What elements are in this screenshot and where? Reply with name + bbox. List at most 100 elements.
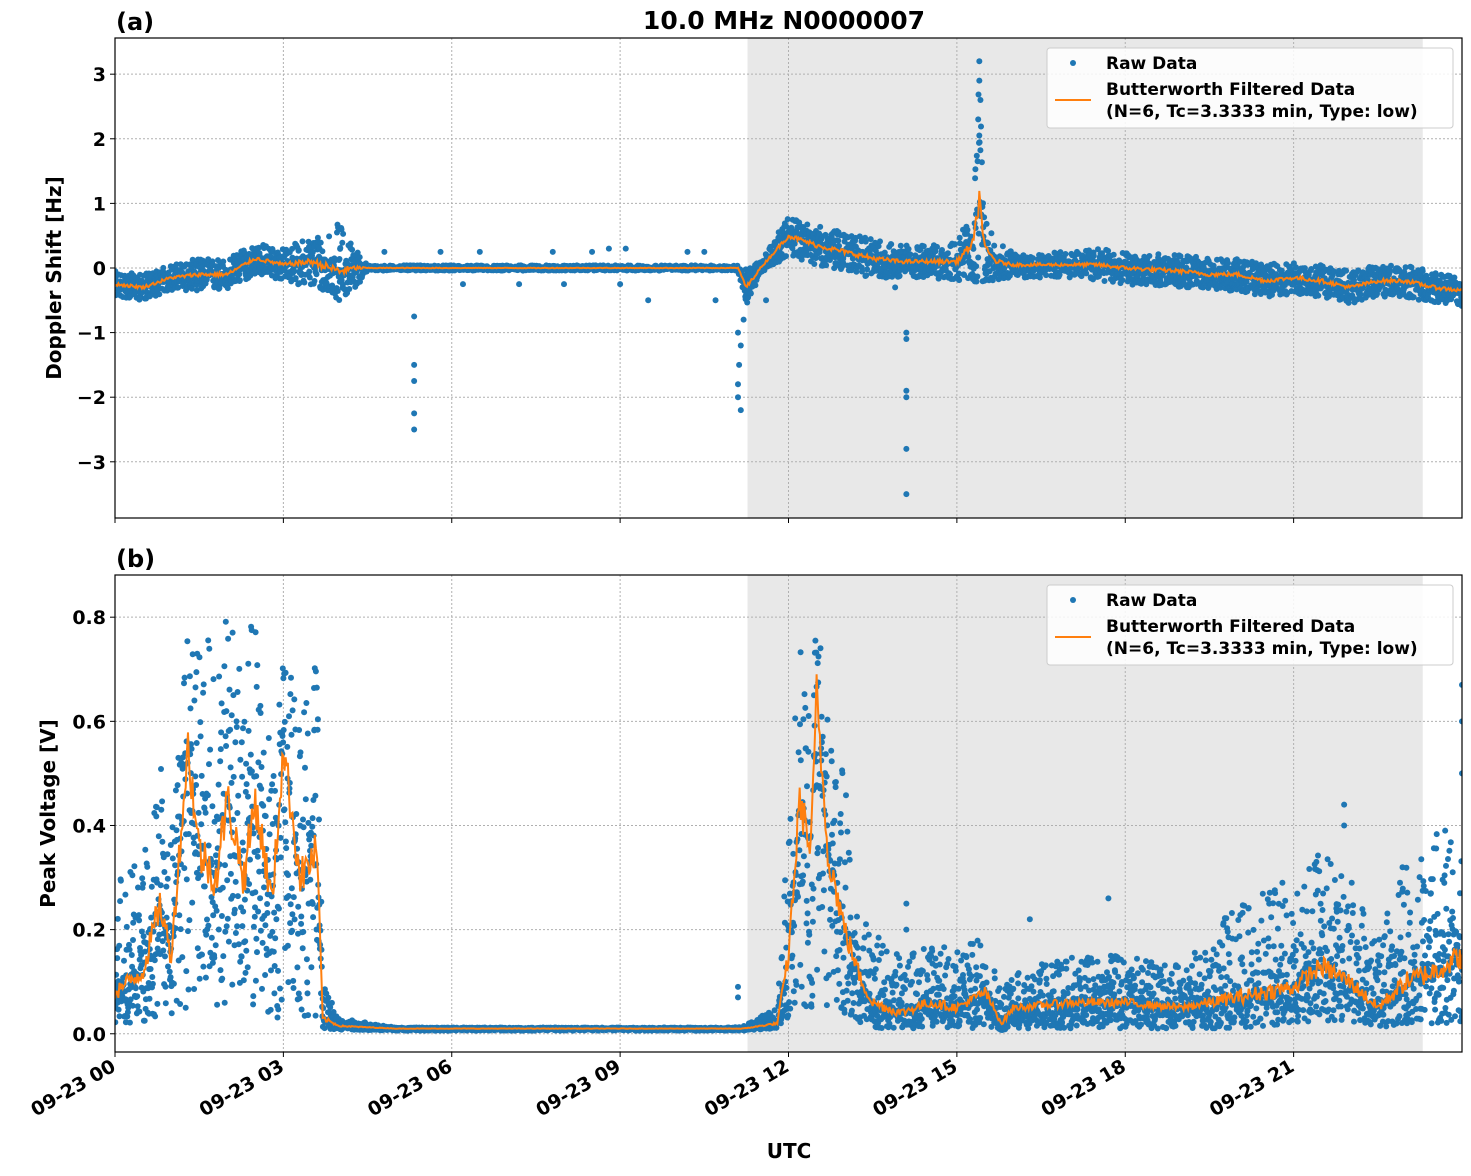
raw-data-point: [744, 300, 750, 306]
raw-data-point: [823, 262, 829, 268]
raw-data-outlier: [617, 281, 623, 287]
raw-data-point: [972, 175, 978, 181]
raw-data-outlier: [411, 313, 417, 319]
raw-data-point: [357, 254, 363, 260]
raw-data-point: [977, 147, 983, 153]
legend: Raw Data Butterworth Filtered Data(N=6, T…: [1047, 48, 1453, 128]
raw-data-point: [314, 271, 320, 277]
raw-data-point: [811, 261, 817, 267]
y-tick-label: −2: [77, 387, 106, 409]
raw-data-point: [1063, 251, 1069, 257]
raw-data-point: [752, 282, 758, 288]
raw-data-point: [135, 1003, 141, 1009]
panel-label: (a): [116, 8, 154, 36]
raw-data-point: [130, 937, 136, 943]
raw-data-point: [156, 291, 162, 297]
raw-data-point: [945, 250, 951, 256]
raw-data-point: [888, 241, 894, 247]
raw-data-point: [973, 263, 979, 269]
raw-data-point: [977, 139, 983, 145]
raw-data-point: [898, 243, 904, 249]
y-tick-label: 0: [93, 258, 106, 280]
raw-data-point: [1030, 255, 1036, 261]
raw-data-outlier: [741, 317, 747, 323]
raw-data-point: [1119, 277, 1125, 283]
raw-data-point: [1388, 263, 1394, 269]
raw-data-outlier: [411, 410, 417, 416]
y-tick-label: −1: [77, 323, 106, 345]
raw-data-point: [817, 224, 823, 230]
raw-data-point: [906, 246, 912, 252]
raw-data-point: [1387, 269, 1393, 275]
raw-data-outlier: [381, 249, 387, 255]
raw-data-point: [131, 863, 137, 869]
raw-data-outlier: [438, 249, 444, 255]
raw-data-outlier: [892, 284, 898, 290]
raw-data-point: [291, 268, 297, 274]
raw-data-outlier: [736, 362, 742, 368]
raw-data-outlier: [903, 394, 909, 400]
raw-data-point: [991, 243, 997, 249]
legend-raw-label: Raw Data: [1106, 54, 1197, 74]
raw-data-point: [984, 221, 990, 227]
raw-data-point: [1091, 253, 1097, 259]
raw-data-point: [134, 993, 140, 999]
raw-data-point: [952, 241, 958, 247]
legend-filtered-label: Butterworth Filtered Data: [1106, 80, 1355, 100]
raw-data-point: [939, 247, 945, 253]
raw-data-outlier: [606, 246, 612, 252]
raw-data-point: [337, 256, 343, 262]
raw-data-point: [976, 133, 982, 139]
raw-data-point: [1315, 293, 1321, 299]
raw-data-point: [804, 222, 810, 228]
raw-data-point: [835, 238, 841, 244]
raw-data-point: [116, 943, 122, 949]
raw-data-point: [921, 243, 927, 249]
raw-data-outlier: [460, 281, 466, 287]
raw-data-point: [237, 277, 243, 283]
raw-data-point: [296, 247, 302, 253]
raw-data-point: [974, 153, 980, 159]
raw-data-point: [1211, 263, 1217, 269]
raw-data-point: [340, 231, 346, 237]
raw-data-point: [1343, 268, 1349, 274]
raw-data-outlier: [977, 97, 983, 103]
raw-data-point: [337, 245, 343, 251]
raw-data-point: [127, 947, 133, 953]
raw-data-point: [877, 238, 883, 244]
raw-data-point: [319, 248, 325, 254]
raw-data-point: [748, 291, 754, 297]
raw-data-point: [130, 920, 136, 926]
raw-data-outlier: [903, 330, 909, 336]
raw-data-point: [349, 247, 355, 253]
raw-data-point: [1146, 253, 1152, 259]
raw-data-point: [974, 274, 980, 280]
raw-data-point: [1411, 294, 1417, 300]
raw-data-point: [129, 952, 135, 958]
raw-data-point: [129, 872, 135, 878]
raw-data-point: [783, 253, 789, 259]
raw-data-outlier: [735, 394, 741, 400]
raw-data-outlier: [645, 297, 651, 303]
raw-data-point: [956, 277, 962, 283]
raw-data-outlier: [477, 249, 483, 255]
raw-data-point: [1358, 292, 1364, 298]
raw-data-point: [220, 259, 226, 265]
raw-data-point: [1000, 243, 1006, 249]
raw-data-point: [117, 898, 123, 904]
raw-data-point: [116, 1007, 122, 1013]
raw-data-outlier: [975, 116, 981, 122]
raw-data-outlier: [561, 281, 567, 287]
raw-data-outlier: [903, 491, 909, 497]
raw-data-point: [974, 279, 980, 285]
legend-filtered-params: (N=6, Tc=3.3333 min, Type: low): [1106, 102, 1418, 122]
raw-data-outlier: [516, 281, 522, 287]
raw-data-point: [312, 278, 318, 284]
raw-data-point: [293, 275, 299, 281]
raw-data-point: [960, 259, 966, 265]
y-tick-label: 1: [93, 193, 106, 215]
raw-data-point: [336, 297, 342, 303]
y-tick-label: 2: [93, 129, 106, 151]
raw-data-outlier: [976, 58, 982, 64]
raw-data-outlier: [713, 297, 719, 303]
